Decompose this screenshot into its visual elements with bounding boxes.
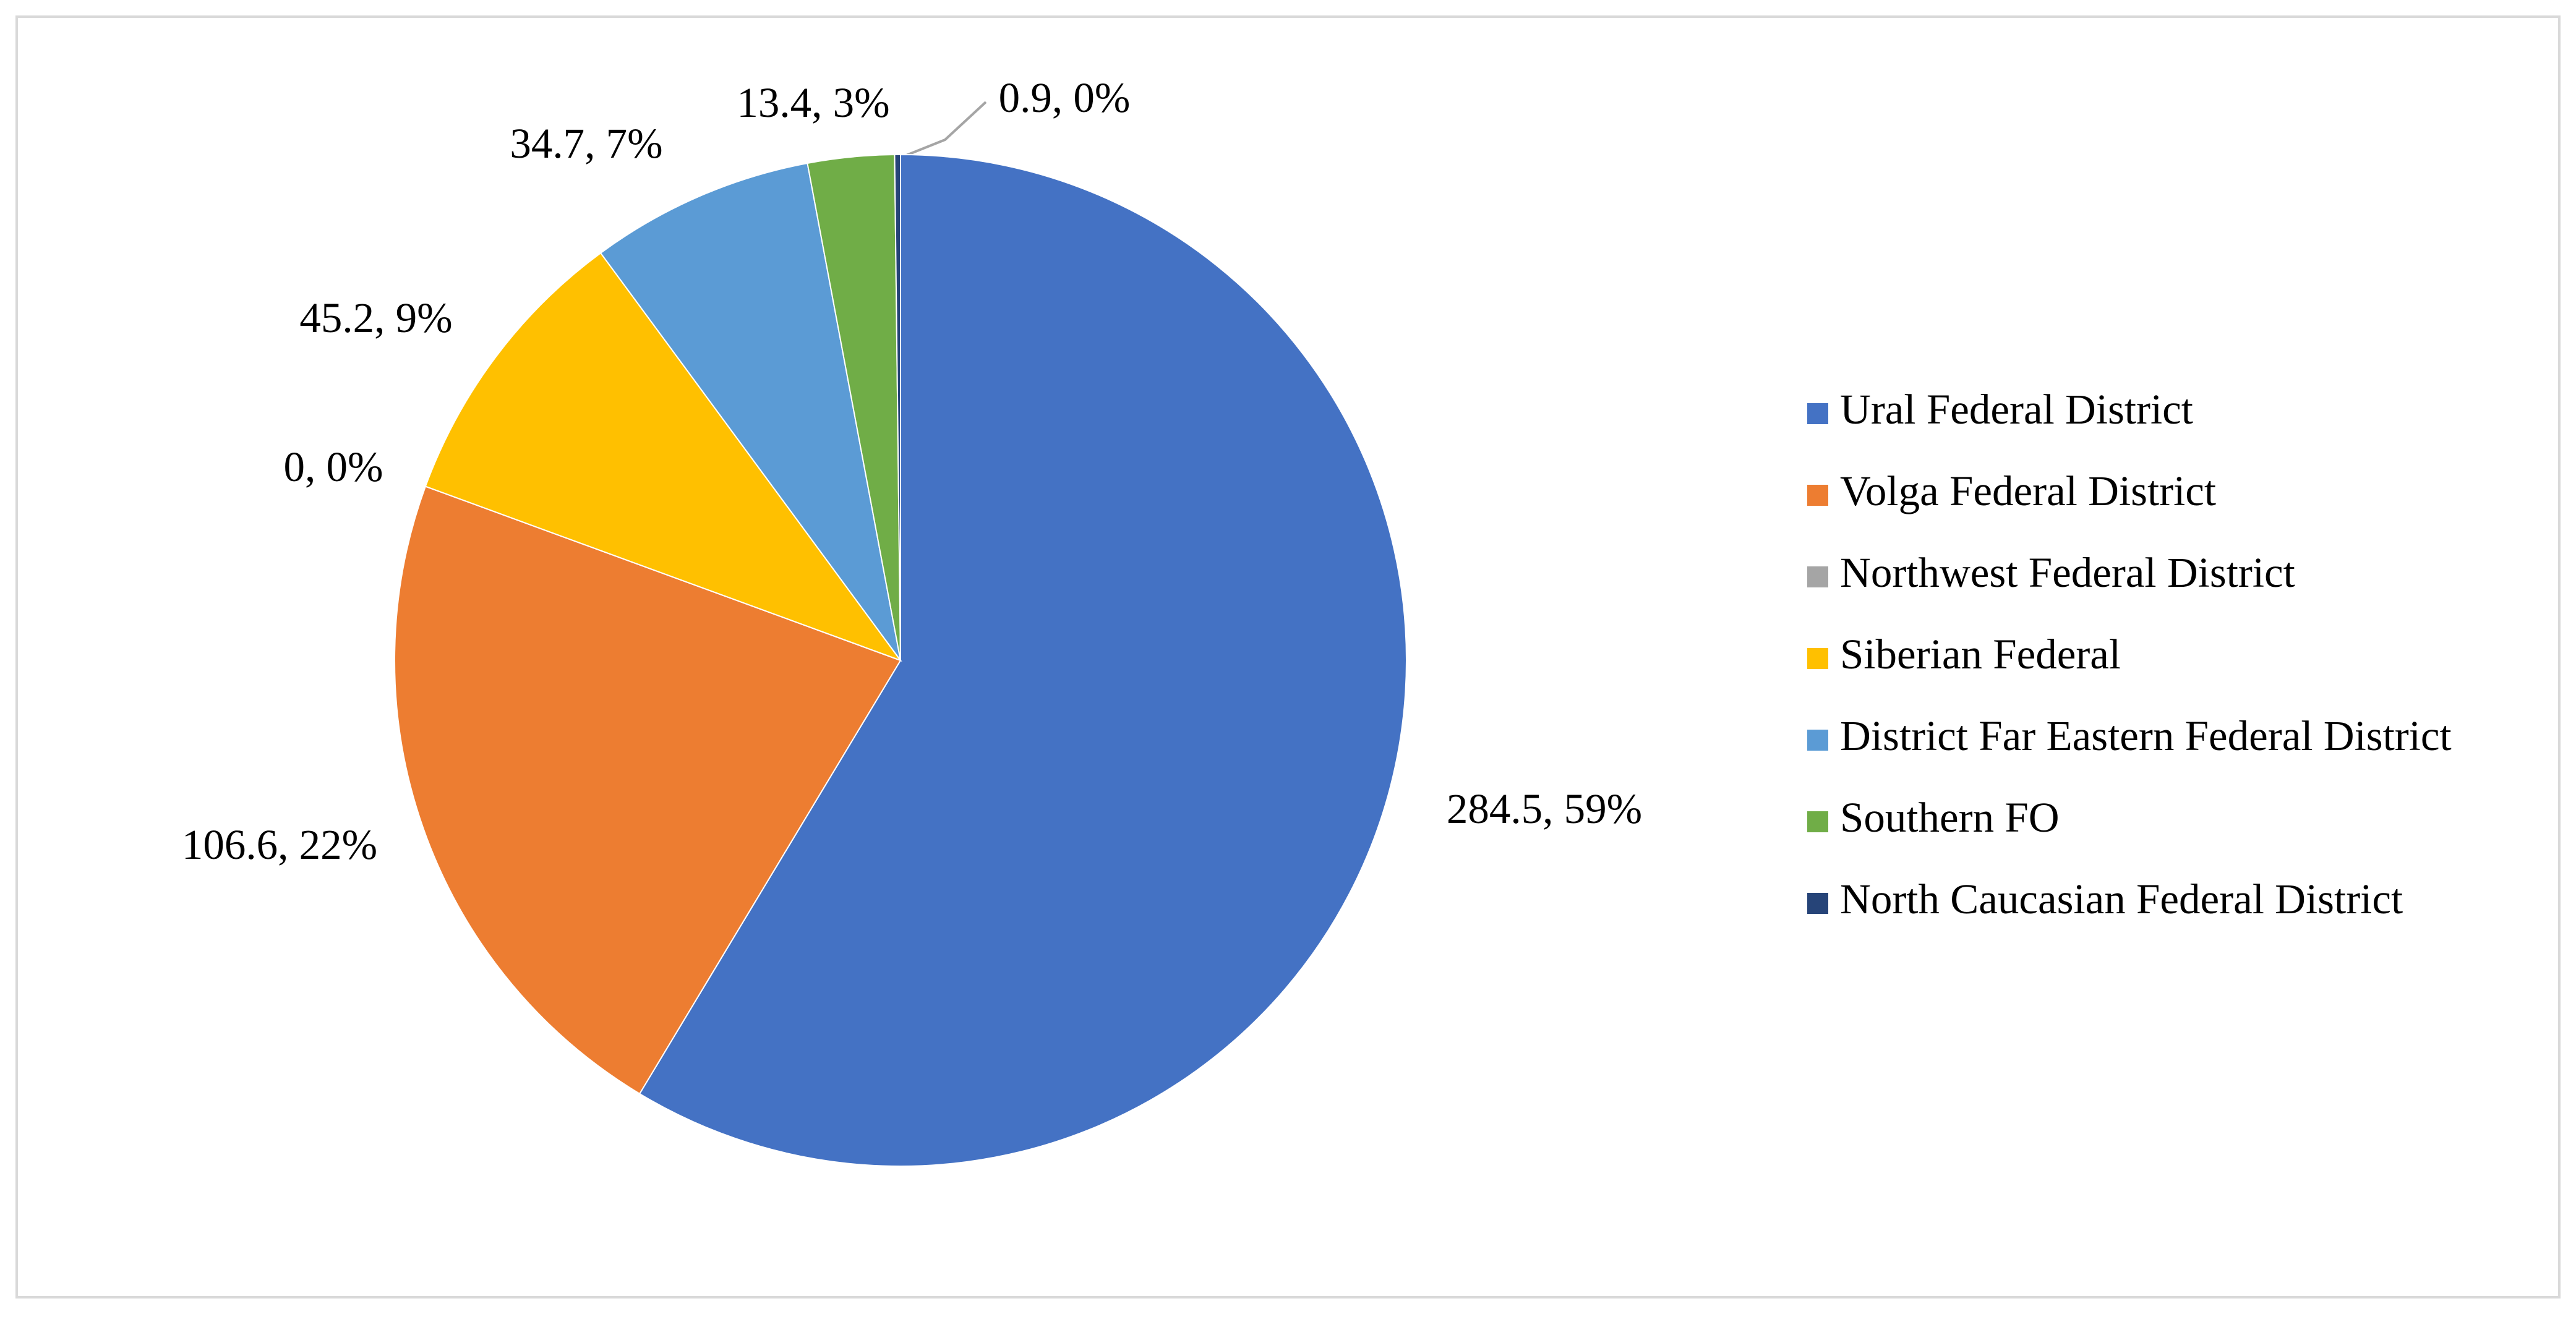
legend-label: Siberian Federal — [1840, 631, 2121, 678]
data-label: 0.9, 0% — [999, 74, 1131, 121]
data-label: 13.4, 3% — [737, 79, 889, 126]
legend-label: Northwest Federal District — [1840, 549, 2295, 596]
legend-swatch — [1807, 485, 1828, 506]
data-label: 0, 0% — [284, 443, 383, 490]
legend-label: Ural Federal District — [1840, 386, 2193, 433]
pie-slice — [599, 162, 901, 661]
legend-label: Southern FO — [1840, 794, 2060, 841]
leader-line — [895, 101, 987, 161]
legend-swatch — [1807, 403, 1828, 424]
legend-label: North Caucasian Federal District — [1840, 876, 2403, 923]
legend-label: Volga Federal District — [1840, 467, 2216, 514]
data-label: 34.7, 7% — [510, 120, 662, 167]
pie-slice — [638, 153, 1407, 1167]
pie-slice — [424, 252, 902, 662]
data-label: 284.5, 59% — [1447, 785, 1642, 832]
legend-swatch — [1807, 893, 1828, 914]
legend-swatch — [1807, 730, 1828, 751]
legend-label: District Far Eastern Federal District — [1840, 712, 2452, 759]
legend-swatch — [1807, 648, 1828, 669]
data-label: 106.6, 22% — [182, 821, 377, 868]
data-label: 45.2, 9% — [299, 294, 452, 341]
legend-swatch — [1807, 566, 1828, 587]
legend-swatch — [1807, 811, 1828, 832]
pie-slice — [394, 485, 902, 1095]
pie-slice — [894, 153, 901, 661]
